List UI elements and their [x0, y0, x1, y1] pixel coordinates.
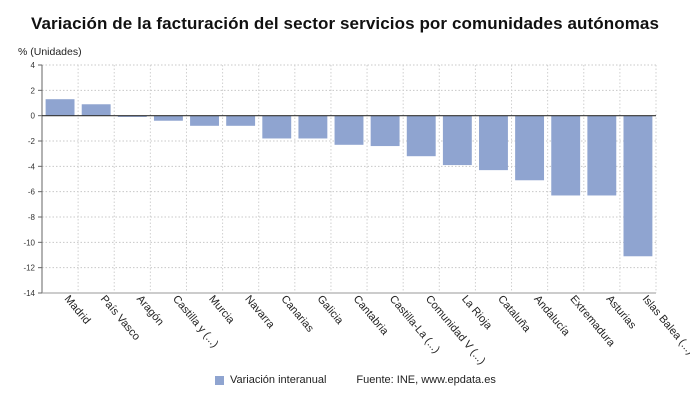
bar	[153, 115, 183, 121]
category-label: Andalucía	[531, 293, 572, 339]
category-label: Islas Balea (...)	[640, 293, 690, 357]
bar	[623, 115, 653, 257]
y-tick-label: 2	[31, 86, 36, 95]
y-tick-label: -14	[23, 289, 35, 298]
bar	[45, 99, 75, 116]
category-label: Cantabria	[351, 293, 391, 338]
category-label: Asturias	[604, 293, 639, 332]
y-tick-label: 4	[31, 61, 36, 70]
category-label: Navarra	[242, 293, 277, 331]
category-label: Galicia	[315, 293, 346, 327]
bar	[334, 115, 364, 145]
bar	[406, 115, 436, 157]
bar	[117, 115, 147, 117]
bar	[515, 115, 545, 181]
legend: Variación interanual Fuente: INE, www.ep…	[215, 374, 496, 386]
bar	[442, 115, 472, 166]
category-label: Canarias	[278, 293, 316, 335]
bar	[370, 115, 400, 147]
bar	[190, 115, 219, 126]
y-tick-label: -10	[23, 238, 35, 247]
bar	[262, 115, 292, 139]
chart-title: Variación de la facturación del sector s…	[30, 14, 660, 33]
category-label: Cataluña	[495, 293, 533, 335]
bar	[298, 115, 328, 139]
y-axis-unit-label: % (Unidades)	[18, 46, 82, 58]
y-tick-label: -12	[23, 264, 35, 273]
category-label: Aragón	[134, 293, 166, 328]
y-tick-label: -8	[28, 213, 36, 222]
category-label: La Rioja	[459, 293, 495, 332]
bar	[81, 104, 111, 116]
bar	[226, 115, 256, 126]
category-label: Madrid	[62, 293, 93, 326]
legend-label: Variación interanual	[230, 374, 327, 386]
y-tick-label: 0	[31, 112, 36, 121]
legend-swatch	[215, 375, 224, 385]
y-tick-label: -4	[28, 162, 36, 171]
y-tick-label: -2	[28, 137, 36, 146]
y-tick-label: -6	[28, 188, 36, 197]
bar	[479, 115, 508, 171]
bar	[587, 115, 617, 196]
source-text: Fuente: INE, www.epdata.es	[356, 374, 496, 386]
category-label: Murcia	[206, 293, 237, 327]
bar	[551, 115, 581, 196]
